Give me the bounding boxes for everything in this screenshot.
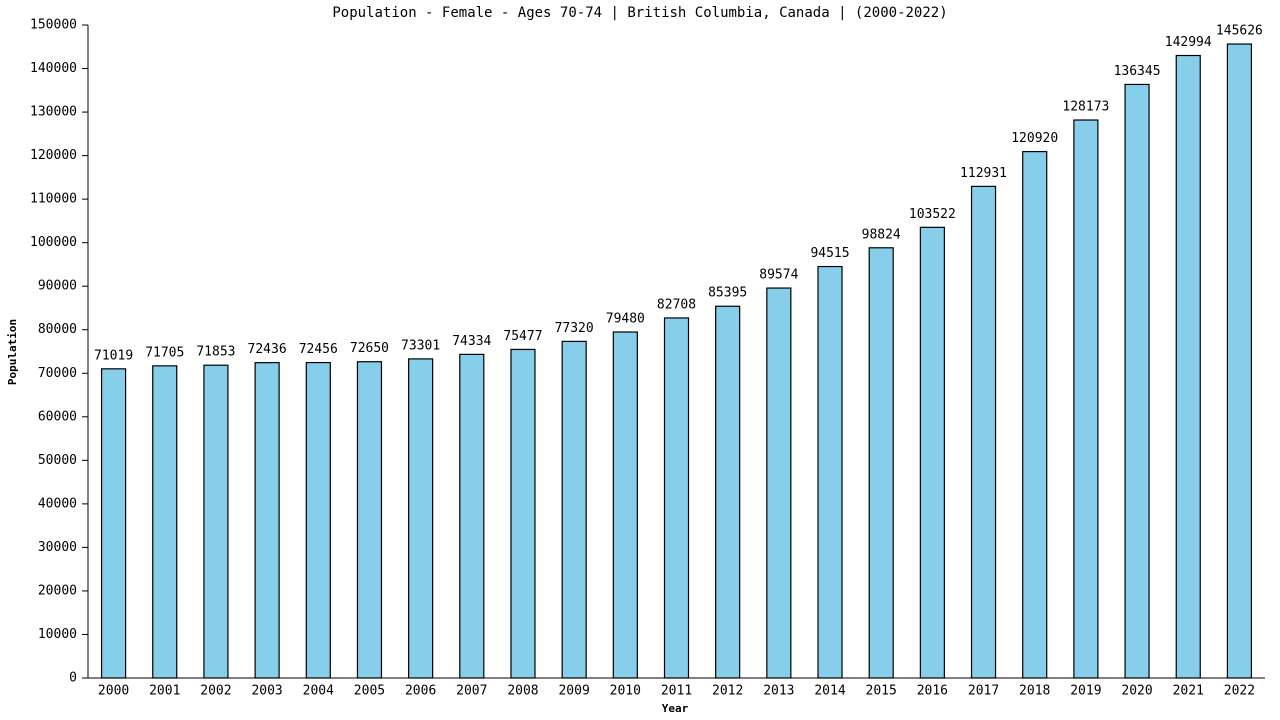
x-tick-label: 2001 bbox=[149, 684, 180, 699]
y-tick-label: 140000 bbox=[30, 61, 77, 76]
x-tick-label: 2016 bbox=[917, 684, 948, 699]
y-tick-label: 50000 bbox=[38, 453, 77, 468]
bar bbox=[459, 353, 485, 679]
bar bbox=[868, 247, 894, 679]
bar bbox=[919, 226, 945, 679]
data-label: 72456 bbox=[299, 342, 338, 357]
data-label: 72436 bbox=[248, 342, 287, 357]
x-tick-label: 2003 bbox=[251, 684, 282, 699]
x-tick-label: 2013 bbox=[763, 684, 794, 699]
data-label: 145626 bbox=[1216, 24, 1263, 39]
data-label: 85395 bbox=[708, 286, 747, 301]
x-tick-label: 2007 bbox=[456, 684, 487, 699]
bar bbox=[612, 331, 638, 679]
data-label: 74334 bbox=[452, 334, 491, 349]
y-tick-label: 30000 bbox=[38, 540, 77, 555]
y-axis-label: Population bbox=[6, 319, 19, 385]
data-label: 73301 bbox=[401, 338, 440, 353]
data-label: 142994 bbox=[1165, 35, 1212, 50]
y-tick-label: 0 bbox=[69, 671, 77, 686]
bar bbox=[970, 185, 997, 679]
data-label: 103522 bbox=[909, 207, 956, 222]
data-label: 98824 bbox=[862, 227, 901, 242]
y-tick-label: 150000 bbox=[30, 18, 77, 33]
bar bbox=[152, 365, 178, 679]
data-label: 82708 bbox=[657, 297, 696, 312]
y-tick-label: 120000 bbox=[30, 148, 77, 163]
x-tick-label: 2018 bbox=[1019, 684, 1050, 699]
data-label: 71853 bbox=[196, 345, 235, 360]
data-label: 128173 bbox=[1062, 100, 1109, 115]
y-tick-label: 100000 bbox=[30, 235, 77, 250]
x-tick-label: 2011 bbox=[661, 684, 692, 699]
bar bbox=[203, 364, 229, 679]
bar bbox=[254, 362, 280, 679]
data-label: 71019 bbox=[94, 348, 133, 363]
x-tick-label: 2014 bbox=[814, 684, 845, 699]
x-axis-label: Year bbox=[662, 702, 689, 715]
bar bbox=[100, 368, 127, 679]
data-label: 89574 bbox=[759, 268, 798, 283]
y-tick-label: 80000 bbox=[38, 322, 77, 337]
x-tick-label: 2020 bbox=[1121, 684, 1152, 699]
x-tick-label: 2006 bbox=[405, 684, 436, 699]
y-tick-label: 110000 bbox=[30, 192, 77, 207]
x-tick-label: 2017 bbox=[968, 684, 999, 699]
data-label: 75477 bbox=[503, 329, 542, 344]
bar bbox=[663, 317, 690, 679]
x-tick-label: 2015 bbox=[866, 684, 897, 699]
x-tick-label: 2022 bbox=[1224, 684, 1255, 699]
y-tick-label: 60000 bbox=[38, 409, 77, 424]
data-label: 77320 bbox=[555, 321, 594, 336]
bar bbox=[408, 358, 434, 679]
bar bbox=[356, 361, 383, 679]
y-tick-label: 70000 bbox=[38, 366, 77, 381]
x-tick-label: 2009 bbox=[558, 684, 589, 699]
bar bbox=[715, 305, 741, 679]
y-tick-label: 90000 bbox=[38, 279, 77, 294]
bar bbox=[1022, 150, 1048, 679]
x-tick-label: 2005 bbox=[354, 684, 385, 699]
data-label: 112931 bbox=[960, 166, 1007, 181]
bar bbox=[1226, 43, 1253, 679]
data-label: 71705 bbox=[145, 345, 184, 360]
y-tick-label: 20000 bbox=[38, 583, 77, 598]
x-tick-label: 2012 bbox=[712, 684, 743, 699]
bar bbox=[817, 265, 843, 679]
data-label: 72650 bbox=[350, 341, 389, 356]
x-tick-label: 2008 bbox=[507, 684, 538, 699]
bar bbox=[1175, 54, 1201, 679]
bar bbox=[305, 361, 331, 679]
x-tick-label: 2021 bbox=[1173, 684, 1204, 699]
x-tick-label: 2019 bbox=[1070, 684, 1101, 699]
y-tick-label: 10000 bbox=[38, 627, 77, 642]
y-tick-label: 40000 bbox=[38, 496, 77, 511]
x-tick-label: 2000 bbox=[98, 684, 129, 699]
data-label: 79480 bbox=[606, 311, 645, 326]
data-label: 136345 bbox=[1114, 64, 1161, 79]
chart-title: Population - Female - Ages 70-74 | Briti… bbox=[332, 5, 947, 21]
bar bbox=[1124, 83, 1150, 679]
x-tick-label: 2010 bbox=[610, 684, 641, 699]
bar bbox=[1073, 119, 1099, 679]
bar bbox=[561, 340, 587, 679]
bar bbox=[510, 348, 536, 679]
data-label: 94515 bbox=[810, 246, 849, 261]
y-tick-label: 130000 bbox=[30, 105, 77, 120]
x-tick-label: 2004 bbox=[303, 684, 334, 699]
x-tick-label: 2002 bbox=[200, 684, 231, 699]
bar bbox=[766, 287, 792, 679]
data-label: 120920 bbox=[1011, 131, 1058, 146]
